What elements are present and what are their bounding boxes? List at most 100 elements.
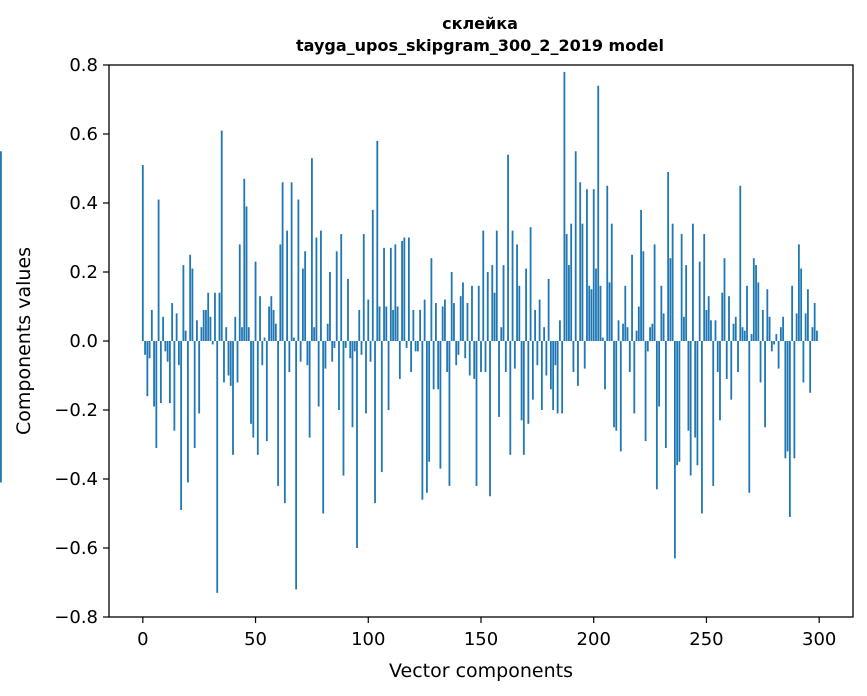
bar xyxy=(324,341,327,369)
bar xyxy=(658,341,661,407)
bar xyxy=(579,182,582,341)
bar xyxy=(279,244,282,341)
bar xyxy=(344,341,347,348)
bar xyxy=(141,165,144,341)
bar xyxy=(773,341,775,345)
x-axis-ticks: 0 50 100 150 200 250 300 xyxy=(137,617,836,650)
bar xyxy=(795,313,798,341)
bar xyxy=(405,341,408,348)
bar xyxy=(288,341,291,373)
bar xyxy=(144,341,146,355)
bar xyxy=(617,320,620,341)
bar xyxy=(489,341,491,497)
bar xyxy=(581,223,584,341)
bar xyxy=(205,309,207,341)
bar xyxy=(606,185,609,341)
bar xyxy=(741,327,744,341)
bar xyxy=(622,323,624,341)
bar xyxy=(707,296,710,341)
y-tick-label: −0.8 xyxy=(54,607,98,628)
bar xyxy=(536,341,539,366)
bar xyxy=(477,285,480,341)
bar xyxy=(716,341,719,373)
bar xyxy=(788,341,791,517)
bar xyxy=(725,341,728,379)
bar xyxy=(0,341,2,483)
bar xyxy=(482,230,485,341)
bar xyxy=(277,341,279,486)
bar xyxy=(444,299,446,341)
bar xyxy=(687,341,690,431)
chart-subtitle: tayga_upos_skipgram_300_2_2019 model xyxy=(296,36,664,55)
bar xyxy=(595,268,597,341)
bar xyxy=(187,341,189,483)
x-tick-label: 200 xyxy=(577,629,611,650)
y-tick-label: 0.6 xyxy=(69,124,98,145)
bar xyxy=(739,185,742,341)
bar xyxy=(631,254,633,341)
bar xyxy=(245,206,248,341)
chart-title: склейка xyxy=(442,14,518,33)
bar xyxy=(367,299,370,341)
bar xyxy=(441,306,444,341)
bar xyxy=(225,327,228,341)
bar xyxy=(180,341,183,511)
bar xyxy=(653,244,656,341)
bar xyxy=(484,341,487,373)
bar xyxy=(403,237,406,341)
bar xyxy=(462,282,464,341)
bar xyxy=(173,341,176,431)
bar xyxy=(604,341,606,390)
bar xyxy=(475,341,478,486)
bar xyxy=(425,341,428,493)
bar xyxy=(448,341,451,486)
bar xyxy=(148,341,151,359)
bar xyxy=(759,341,762,383)
bar xyxy=(216,341,219,593)
bar xyxy=(710,320,712,341)
bar xyxy=(430,258,433,341)
bar xyxy=(250,341,252,424)
bar xyxy=(809,341,812,393)
bar xyxy=(256,341,259,455)
bar xyxy=(552,341,555,410)
bar xyxy=(786,341,789,452)
bar xyxy=(155,341,158,448)
bar xyxy=(227,341,230,376)
bar xyxy=(326,323,329,341)
bar xyxy=(678,341,681,462)
bar xyxy=(816,330,818,341)
bar xyxy=(259,296,261,341)
x-tick-label: 100 xyxy=(351,629,385,650)
bar xyxy=(198,341,201,414)
bar xyxy=(583,341,586,369)
bar xyxy=(211,341,214,345)
bar xyxy=(229,341,232,386)
bar xyxy=(655,341,658,490)
bar xyxy=(610,223,613,341)
bar xyxy=(664,341,667,448)
bar xyxy=(777,341,780,369)
bar xyxy=(667,171,670,341)
y-tick-label: 0.0 xyxy=(69,331,98,352)
bar xyxy=(166,341,169,362)
bar xyxy=(529,227,532,341)
bar xyxy=(527,341,530,424)
bar xyxy=(313,327,316,341)
bar xyxy=(694,341,697,438)
bar xyxy=(261,341,264,366)
bar xyxy=(159,341,162,404)
bar xyxy=(380,341,383,473)
bar xyxy=(414,341,417,352)
bar xyxy=(651,323,654,341)
bar xyxy=(329,272,331,341)
bar xyxy=(468,341,471,376)
x-tick-label: 150 xyxy=(464,629,498,650)
bar xyxy=(676,341,679,466)
bar xyxy=(644,341,647,442)
bar xyxy=(455,341,458,366)
bar xyxy=(457,341,460,355)
bar xyxy=(703,234,706,341)
bar xyxy=(779,327,782,341)
bar xyxy=(568,265,570,341)
